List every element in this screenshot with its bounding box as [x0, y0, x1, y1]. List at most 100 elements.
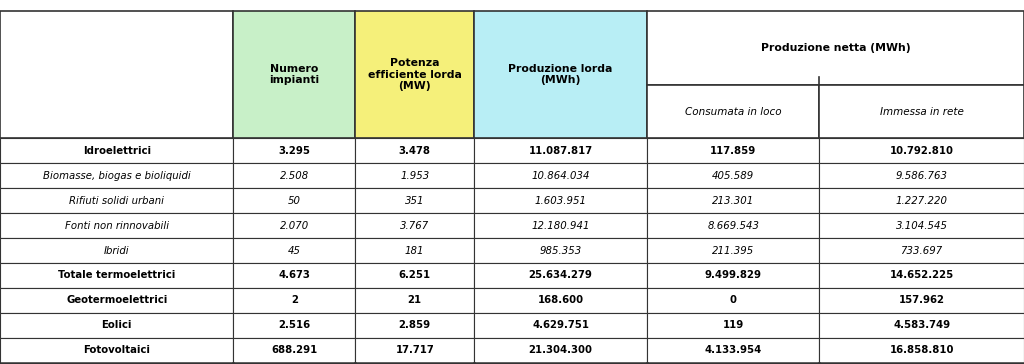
Text: 50: 50 — [288, 196, 301, 206]
Text: 117.859: 117.859 — [710, 146, 757, 156]
Bar — [233, 188, 355, 213]
Text: 3.295: 3.295 — [279, 146, 310, 156]
Text: 3.767: 3.767 — [400, 221, 429, 230]
Bar — [0, 213, 233, 238]
Text: 2.859: 2.859 — [398, 320, 431, 330]
Bar — [0, 163, 233, 188]
Text: 688.291: 688.291 — [271, 345, 317, 355]
Text: Produzione netta (MWh): Produzione netta (MWh) — [761, 43, 910, 53]
Text: 3.478: 3.478 — [398, 146, 431, 156]
Text: Eolici: Eolici — [101, 320, 132, 330]
Bar — [0, 188, 233, 213]
Bar — [819, 338, 1024, 363]
Bar — [647, 263, 819, 288]
Bar — [355, 263, 474, 288]
Bar — [647, 288, 819, 313]
Bar — [647, 11, 1024, 85]
Text: 4.629.751: 4.629.751 — [532, 320, 589, 330]
Bar — [233, 288, 355, 313]
Text: Potenza
efficiente lorda
(MW): Potenza efficiente lorda (MW) — [368, 58, 462, 91]
Bar — [355, 238, 474, 263]
Text: 45: 45 — [288, 246, 301, 256]
Bar — [355, 11, 474, 138]
Bar — [647, 238, 819, 263]
Bar — [0, 138, 233, 163]
Text: Idroelettrici: Idroelettrici — [83, 146, 151, 156]
Bar — [647, 363, 819, 364]
Bar — [0, 288, 233, 313]
Text: 181: 181 — [404, 246, 425, 256]
Bar — [819, 188, 1024, 213]
Text: 0: 0 — [730, 296, 736, 305]
Bar — [647, 163, 819, 188]
Text: 4.673: 4.673 — [279, 270, 310, 280]
Bar — [819, 288, 1024, 313]
Text: 213.301: 213.301 — [712, 196, 755, 206]
Bar — [819, 263, 1024, 288]
Text: 4.133.954: 4.133.954 — [705, 345, 762, 355]
Text: 1.953: 1.953 — [400, 171, 429, 181]
Text: 168.600: 168.600 — [538, 296, 584, 305]
Bar — [819, 238, 1024, 263]
Bar — [474, 338, 647, 363]
Text: 351: 351 — [404, 196, 425, 206]
Bar — [474, 263, 647, 288]
Bar — [474, 363, 647, 364]
Text: 17.717: 17.717 — [395, 345, 434, 355]
Bar — [355, 338, 474, 363]
Text: 2.516: 2.516 — [279, 320, 310, 330]
Text: Numero
impianti: Numero impianti — [269, 64, 319, 86]
Bar — [0, 238, 233, 263]
Bar — [819, 313, 1024, 338]
Bar — [474, 213, 647, 238]
Text: Fotovoltaici: Fotovoltaici — [83, 345, 151, 355]
Text: 10.792.810: 10.792.810 — [890, 146, 953, 156]
Bar — [233, 213, 355, 238]
Bar — [647, 313, 819, 338]
Bar — [355, 313, 474, 338]
Text: 10.864.034: 10.864.034 — [531, 171, 590, 181]
Bar — [233, 338, 355, 363]
Bar — [819, 138, 1024, 163]
Bar — [474, 188, 647, 213]
Bar — [647, 213, 819, 238]
Text: Biomasse, biogas e bioliquidi: Biomasse, biogas e bioliquidi — [43, 171, 190, 181]
Bar — [819, 213, 1024, 238]
Bar — [0, 338, 233, 363]
Bar — [233, 313, 355, 338]
Text: Fonti non rinnovabili: Fonti non rinnovabili — [65, 221, 169, 230]
Bar — [355, 363, 474, 364]
Bar — [0, 363, 233, 364]
Text: 157.962: 157.962 — [899, 296, 944, 305]
Bar — [474, 163, 647, 188]
Bar — [819, 85, 1024, 138]
Text: 211.395: 211.395 — [712, 246, 755, 256]
Text: 405.589: 405.589 — [712, 171, 755, 181]
Text: 6.251: 6.251 — [398, 270, 431, 280]
Bar — [233, 11, 355, 138]
Text: Geotermoelettrici: Geotermoelettrici — [67, 296, 167, 305]
Bar — [819, 163, 1024, 188]
Bar — [233, 138, 355, 163]
Bar — [355, 213, 474, 238]
Text: 1.227.220: 1.227.220 — [896, 196, 947, 206]
Text: Immessa in rete: Immessa in rete — [880, 107, 964, 116]
Bar — [355, 188, 474, 213]
Bar — [819, 363, 1024, 364]
Bar — [474, 238, 647, 263]
Bar — [474, 288, 647, 313]
Text: 1.603.951: 1.603.951 — [535, 196, 587, 206]
Text: Rifiuti solidi urbani: Rifiuti solidi urbani — [70, 196, 164, 206]
Bar — [0, 263, 233, 288]
Text: 16.858.810: 16.858.810 — [890, 345, 953, 355]
Bar — [474, 11, 647, 138]
Text: Ibridi: Ibridi — [103, 246, 130, 256]
Text: 14.652.225: 14.652.225 — [890, 270, 953, 280]
Bar — [355, 288, 474, 313]
Text: 985.353: 985.353 — [540, 246, 582, 256]
Text: 11.087.817: 11.087.817 — [528, 146, 593, 156]
Bar — [474, 138, 647, 163]
Bar — [355, 138, 474, 163]
Bar — [647, 188, 819, 213]
Text: Produzione lorda
(MWh): Produzione lorda (MWh) — [509, 64, 612, 86]
